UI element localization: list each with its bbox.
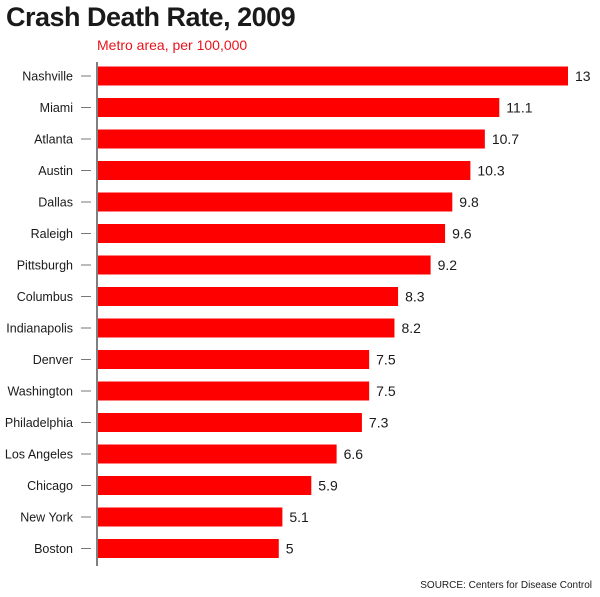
chart-title: Crash Death Rate, 2009 — [6, 2, 296, 32]
value-label: 6.6 — [344, 446, 364, 462]
category-label: Denver — [33, 353, 73, 367]
tick-marks-group — [81, 75, 91, 549]
bar-new-york — [98, 507, 283, 527]
value-label: 9.8 — [459, 194, 479, 210]
category-label: Chicago — [27, 479, 73, 493]
category-label: Nashville — [22, 70, 73, 84]
category-label: Austin — [38, 164, 73, 178]
bar-raleigh — [98, 224, 446, 243]
bar-chart: Nashville Miami Atlanta Austin Dallas Raleigh… — [5, 62, 591, 566]
value-labels-group: 13 11.1 10.7 10.3 9.8 9.6 9.2 8.3 8.2 7.5 7.5 7.3 6.… — [286, 68, 591, 557]
category-label: Washington — [7, 385, 73, 399]
bar-pittsburgh — [98, 255, 431, 275]
value-label: 11.1 — [506, 100, 532, 116]
bar-miami — [98, 98, 500, 117]
bar-austin — [98, 161, 471, 180]
category-labels-group: Nashville Miami Atlanta Austin Dallas Raleigh… — [5, 70, 74, 557]
value-label: 5 — [286, 541, 294, 557]
category-label: Dallas — [38, 196, 73, 210]
value-label: 7.3 — [369, 415, 389, 431]
bar-washington — [98, 381, 370, 401]
bar-dallas — [98, 192, 453, 212]
category-label: Atlanta — [34, 133, 73, 147]
category-label: Los Angeles — [5, 448, 73, 462]
bar-philadelphia — [98, 413, 362, 432]
category-label: Raleigh — [31, 227, 73, 241]
bar-columbus — [98, 287, 399, 306]
bar-nashville — [98, 66, 568, 86]
category-label: Philadelphia — [5, 416, 73, 430]
bar-atlanta — [98, 129, 485, 149]
value-label: 13 — [575, 68, 591, 84]
category-label: Pittsburgh — [17, 259, 73, 273]
bar-chicago — [98, 476, 312, 495]
bar-indianapolis — [98, 318, 395, 338]
value-label: 8.3 — [405, 289, 425, 305]
source-note: SOURCE: Centers for Disease Control — [420, 580, 592, 591]
chart-subtitle: Metro area, per 100,000 — [97, 37, 248, 53]
bar-los-angeles — [98, 444, 337, 464]
value-label: 9.6 — [452, 226, 472, 242]
value-label: 7.5 — [376, 352, 396, 368]
value-label: 8.2 — [401, 320, 421, 336]
category-label: New York — [20, 511, 74, 525]
value-label: 7.5 — [376, 383, 396, 399]
bar-denver — [98, 350, 370, 369]
category-label: Boston — [34, 542, 73, 556]
value-label: 5.1 — [289, 509, 309, 525]
category-label: Columbus — [17, 290, 73, 304]
value-label: 10.3 — [477, 163, 504, 179]
value-label: 10.7 — [492, 131, 519, 147]
value-label: 9.2 — [438, 257, 458, 273]
category-label: Miami — [40, 101, 73, 115]
bars-group — [98, 66, 568, 558]
category-label: Indianapolis — [6, 322, 73, 336]
bar-boston — [98, 539, 279, 558]
value-label: 5.9 — [318, 478, 338, 494]
